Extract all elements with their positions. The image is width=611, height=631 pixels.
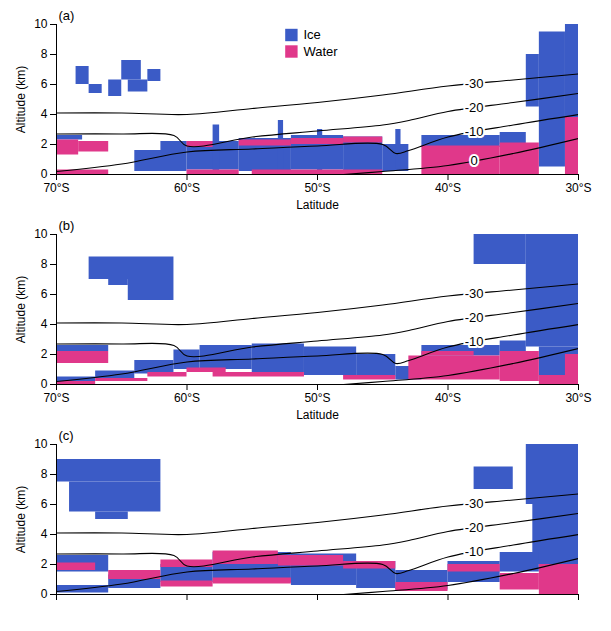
svg-text:8: 8 xyxy=(41,47,48,61)
svg-text:70°S: 70°S xyxy=(43,391,69,405)
svg-text:30°S: 30°S xyxy=(565,391,591,405)
svg-text:0: 0 xyxy=(470,153,477,168)
svg-text:(c): (c) xyxy=(59,428,74,443)
svg-text:Altitude (km): Altitude (km) xyxy=(14,486,28,553)
svg-text:Water: Water xyxy=(303,44,338,59)
svg-text:30°S: 30°S xyxy=(565,181,591,195)
svg-text:4: 4 xyxy=(41,317,48,331)
svg-text:2: 2 xyxy=(41,557,48,571)
svg-text:Ice: Ice xyxy=(303,27,320,42)
svg-text:(a): (a) xyxy=(59,8,75,23)
svg-text:10: 10 xyxy=(34,17,48,31)
svg-text:10: 10 xyxy=(34,227,48,241)
svg-text:0: 0 xyxy=(41,587,48,601)
svg-text:50°S: 50°S xyxy=(304,391,330,405)
svg-text:6: 6 xyxy=(41,497,48,511)
svg-text:60°S: 60°S xyxy=(174,391,200,405)
svg-text:-20: -20 xyxy=(465,310,484,325)
svg-text:Altitude (km): Altitude (km) xyxy=(14,276,28,343)
svg-text:40°S: 40°S xyxy=(435,181,461,195)
svg-text:4: 4 xyxy=(41,107,48,121)
svg-text:Latitude: Latitude xyxy=(296,408,339,422)
svg-text:-10: -10 xyxy=(465,544,484,559)
svg-text:2: 2 xyxy=(41,137,48,151)
svg-text:-30: -30 xyxy=(465,496,484,511)
svg-text:-20: -20 xyxy=(465,520,484,535)
svg-text:70°S: 70°S xyxy=(43,181,69,195)
svg-text:Latitude: Latitude xyxy=(296,198,339,212)
svg-text:-30: -30 xyxy=(465,286,484,301)
svg-text:(b): (b) xyxy=(59,218,75,233)
svg-text:50°S: 50°S xyxy=(304,181,330,195)
svg-text:0: 0 xyxy=(41,167,48,181)
svg-text:4: 4 xyxy=(41,527,48,541)
svg-text:-30: -30 xyxy=(465,76,484,91)
svg-text:Altitude (km): Altitude (km) xyxy=(14,66,28,133)
svg-text:60°S: 60°S xyxy=(174,181,200,195)
svg-text:6: 6 xyxy=(41,77,48,91)
svg-text:-10: -10 xyxy=(465,124,484,139)
svg-text:2: 2 xyxy=(41,347,48,361)
svg-text:-10: -10 xyxy=(465,334,484,349)
svg-text:8: 8 xyxy=(41,467,48,481)
svg-text:40°S: 40°S xyxy=(435,391,461,405)
svg-text:8: 8 xyxy=(41,257,48,271)
svg-text:0: 0 xyxy=(41,377,48,391)
svg-text:-20: -20 xyxy=(465,100,484,115)
svg-text:10: 10 xyxy=(34,437,48,451)
svg-text:6: 6 xyxy=(41,287,48,301)
